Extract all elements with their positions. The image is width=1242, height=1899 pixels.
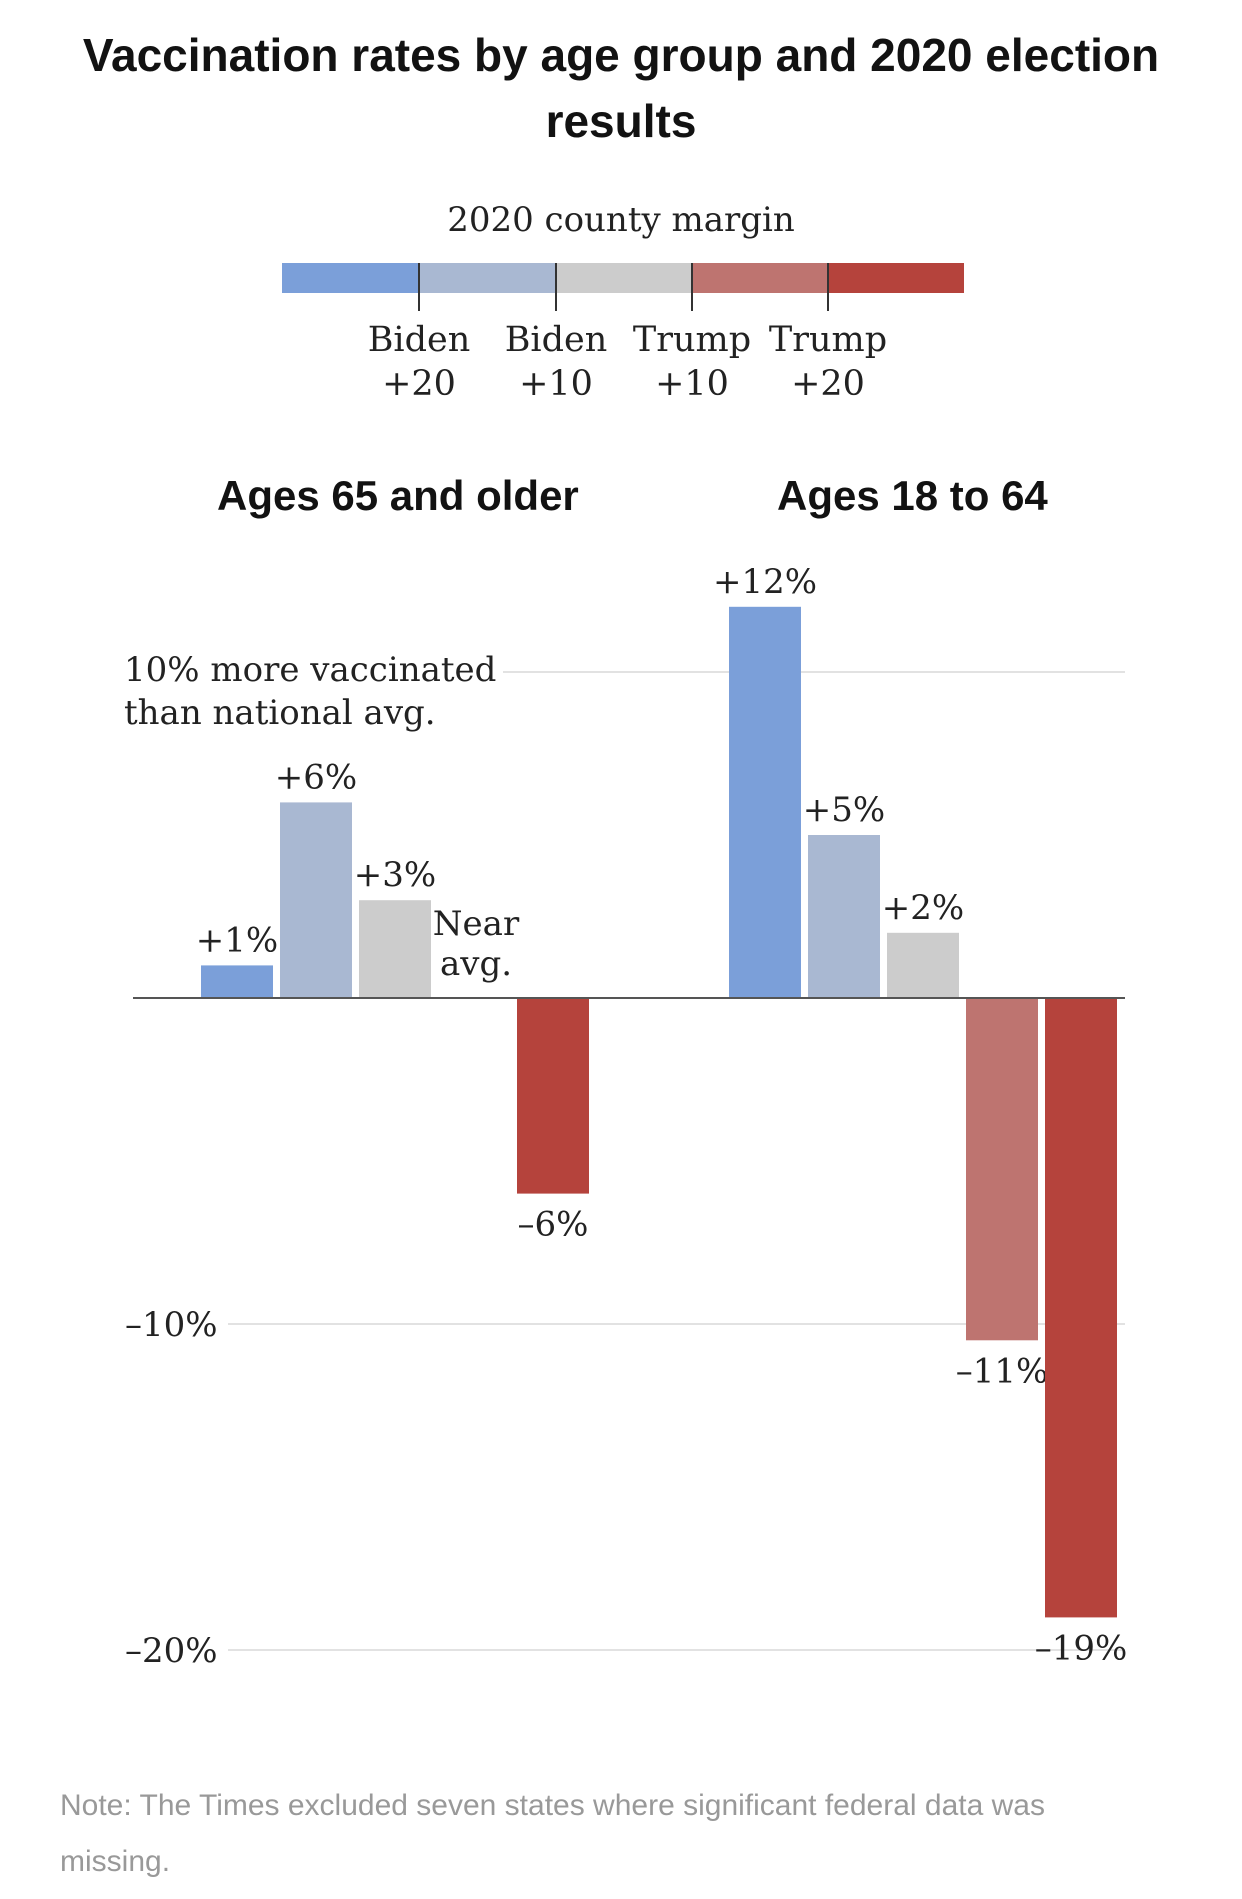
bar — [729, 606, 801, 998]
bar — [966, 998, 1038, 1341]
data-label: –19% — [1035, 1628, 1128, 1668]
legend-tick-label: Biden +20 — [367, 320, 471, 404]
annotation-line-2: than national avg. — [124, 693, 436, 733]
gridline-label-minus10: –10% — [125, 1305, 218, 1345]
legend-color-scale — [282, 263, 965, 293]
bar — [201, 965, 273, 998]
legend-tick-label: Trump +10 — [632, 320, 752, 404]
data-label: +5% — [803, 790, 885, 830]
legend-tick — [827, 263, 829, 311]
chart-title: Vaccination rates by age group and 2020 … — [82, 29, 1160, 147]
legend-tick-label: Biden +10 — [504, 320, 608, 404]
bar — [1045, 998, 1117, 1618]
data-label: +3% — [354, 855, 436, 895]
data-label: –11% — [956, 1351, 1049, 1391]
data-label: –6% — [518, 1205, 589, 1245]
bar — [517, 998, 589, 1194]
bar — [359, 900, 431, 998]
bar — [887, 932, 959, 998]
legend-tick-label: Trump +20 — [768, 320, 888, 404]
panel-title-65-plus: Ages 65 and older — [217, 472, 579, 519]
legend-swatch-even — [554, 263, 692, 293]
data-label-line: Near — [433, 904, 520, 944]
gridline-label-minus20: –20% — [125, 1631, 218, 1671]
legend-title: 2020 county margin — [447, 200, 795, 240]
legend-swatch-trump-20 — [827, 263, 965, 293]
panel-title-18-64: Ages 18 to 64 — [777, 472, 1048, 519]
data-label: +1% — [196, 920, 278, 960]
legend-tick — [691, 263, 693, 311]
bar — [280, 802, 352, 998]
legend-swatch-biden-20 — [282, 263, 419, 293]
bar — [808, 835, 880, 998]
legend-tick — [418, 263, 420, 311]
data-label: +12% — [713, 562, 817, 602]
footnote: Note: The Times excluded seven states wh… — [60, 1789, 1045, 1878]
legend-swatch-biden-10 — [418, 263, 555, 293]
data-label: +6% — [275, 757, 357, 797]
data-label-line: avg. — [440, 944, 512, 984]
data-label: +2% — [882, 888, 964, 928]
legend-tick — [555, 263, 557, 311]
legend-swatch-trump-10 — [691, 263, 828, 293]
annotation-line-1: 10% more vaccinated — [124, 650, 496, 690]
